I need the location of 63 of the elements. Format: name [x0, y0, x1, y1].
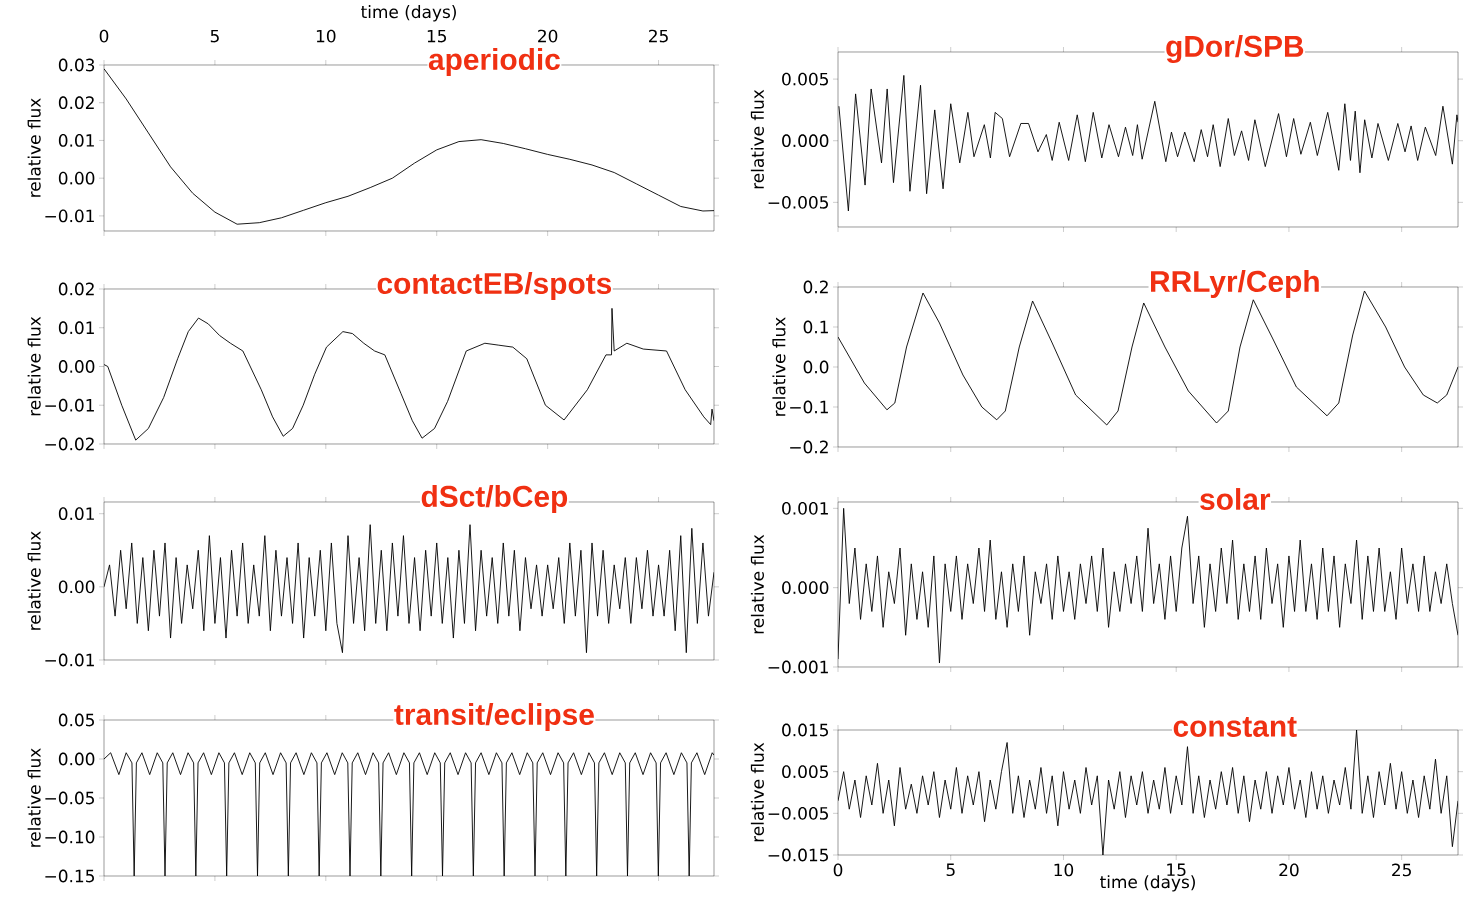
y-tick-label: 0.1 [803, 320, 828, 334]
y-tick-label: 0.005 [782, 72, 828, 86]
y-tick-label: 0.01 [58, 134, 94, 147]
y-tick-label: −0.05 [45, 791, 94, 805]
y-tick-label: 0.05 [58, 713, 94, 727]
y-tick-label: 0.00 [58, 752, 95, 766]
y-tick-label: −0.02 [45, 437, 94, 451]
x-tick-label: 15 [427, 29, 447, 43]
y-tick-label: 0.02 [58, 282, 94, 296]
x-tick-label: 10 [316, 29, 336, 43]
y-axis-title: relative flux [27, 98, 41, 197]
y-tick-label: 0.2 [803, 280, 828, 294]
chart-title: contactEB/spots [377, 272, 612, 300]
x-tick-label: 25 [1392, 863, 1411, 877]
y-tick-label: 0.0 [803, 360, 829, 374]
y-axis-title: relative flux [750, 742, 764, 842]
chart-title: RRLyr/Ceph [1151, 270, 1319, 298]
x-tick-label: 20 [538, 29, 558, 43]
x-tick-label: 5 [210, 29, 219, 43]
x-tick-label: 0 [99, 29, 109, 43]
y-tick-label: −0.01 [45, 653, 94, 667]
y-tick-label: −0.01 [45, 398, 94, 412]
y-axis-title: relative flux [27, 748, 41, 847]
y-tick-label: −0.1 [790, 400, 828, 414]
y-tick-label: 0.00 [58, 171, 95, 185]
y-tick-label: −0.10 [45, 830, 95, 844]
x-tick-label: 15 [1167, 863, 1186, 877]
y-tick-label: 0.001 [782, 501, 828, 515]
y-tick-label: −0.2 [790, 440, 828, 454]
y-tick-label: −0.15 [45, 869, 94, 883]
x-tick-label: 25 [649, 29, 668, 43]
y-tick-label: −0.005 [768, 195, 828, 209]
x-tick-label: 10 [1054, 863, 1074, 877]
chart-title: solar [1200, 488, 1271, 510]
y-axis-title: relative flux [772, 317, 786, 416]
y-tick-label: 0.00 [58, 580, 95, 594]
y-tick-label: −0.015 [768, 848, 828, 862]
y-tick-label: 0.01 [58, 507, 94, 521]
chart-title: constant [1173, 717, 1297, 737]
y-axis-title: relative flux [750, 534, 764, 634]
y-tick-label: 0.02 [58, 96, 94, 110]
y-tick-label: 0.000 [782, 134, 829, 148]
y-tick-label: 0.00 [58, 360, 95, 373]
chart-title: aperiodic [428, 48, 560, 76]
y-tick-label: 0.01 [58, 321, 94, 335]
chart-title: dSct/bCep [421, 485, 568, 513]
y-tick-label: −0.001 [768, 660, 828, 674]
chart-title: gDor/SPB [1166, 35, 1304, 63]
y-tick-label: −0.01 [45, 209, 94, 223]
y-tick-label: 0.000 [782, 581, 829, 595]
y-tick-label: 0.03 [58, 58, 95, 72]
y-axis-title: relative flux [27, 316, 41, 416]
y-axis-title: relative flux [750, 89, 764, 189]
x-axis-title: time (days) [361, 5, 456, 22]
x-tick-label: 20 [1279, 863, 1299, 877]
x-axis-title: time (days) [1100, 875, 1195, 892]
y-tick-label: 0.005 [782, 765, 828, 779]
x-tick-label: 5 [946, 863, 955, 877]
y-tick-label: −0.005 [768, 806, 828, 820]
y-axis-title: relative flux [27, 531, 41, 630]
y-tick-label: 0.015 [782, 723, 828, 737]
chart-title: transit/eclipse [394, 703, 594, 731]
x-tick-label: 0 [833, 863, 843, 877]
